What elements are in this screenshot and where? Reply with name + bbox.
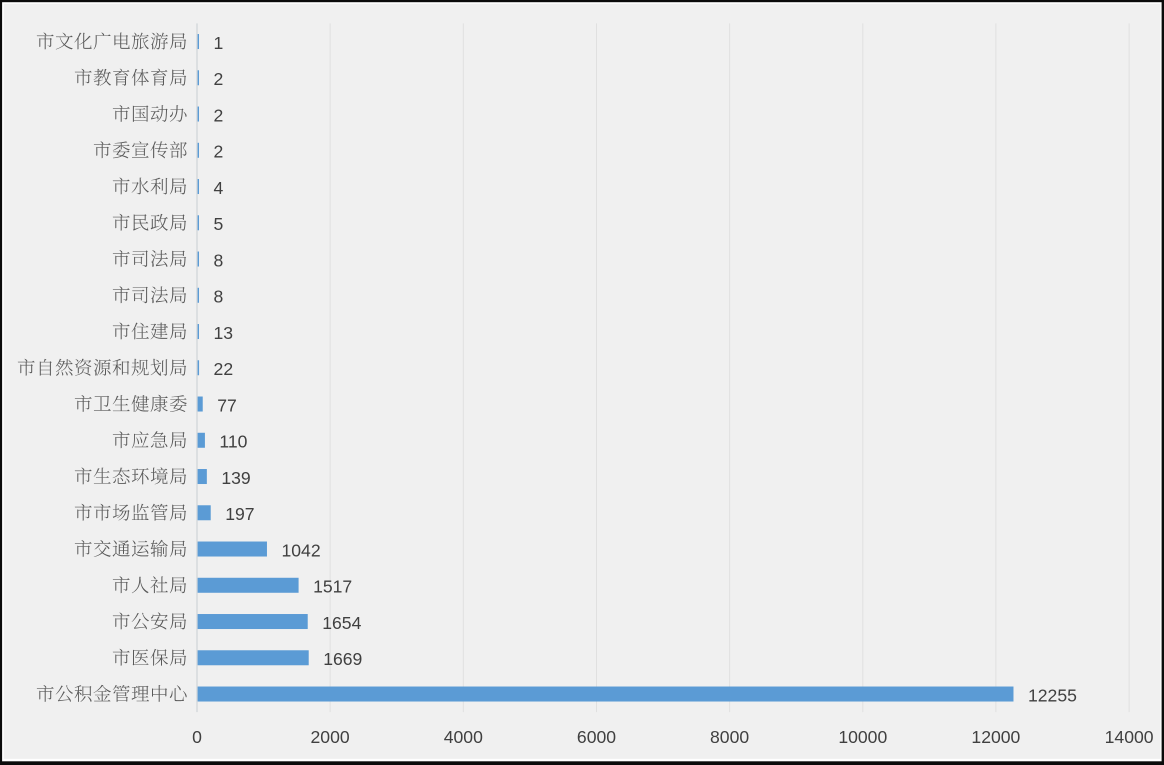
svg-text:2000: 2000: [311, 727, 350, 747]
svg-text:1654: 1654: [322, 613, 361, 633]
svg-text:12255: 12255: [1028, 685, 1077, 705]
svg-text:2: 2: [214, 105, 224, 125]
svg-text:6000: 6000: [577, 727, 616, 747]
svg-text:1517: 1517: [313, 577, 352, 597]
svg-text:77: 77: [217, 395, 237, 415]
svg-text:8: 8: [214, 287, 224, 307]
svg-text:2: 2: [214, 142, 224, 162]
svg-text:1: 1: [214, 33, 224, 53]
svg-text:197: 197: [225, 504, 254, 524]
svg-text:14000: 14000: [1105, 727, 1154, 747]
svg-text:8000: 8000: [710, 727, 749, 747]
svg-text:4: 4: [214, 178, 224, 198]
svg-text:4000: 4000: [444, 727, 483, 747]
svg-text:12000: 12000: [971, 727, 1020, 747]
svg-text:10000: 10000: [838, 727, 887, 747]
svg-text:0: 0: [192, 727, 202, 747]
svg-text:13: 13: [214, 323, 234, 343]
svg-text:1042: 1042: [281, 540, 320, 560]
svg-text:1669: 1669: [323, 649, 362, 669]
svg-text:8: 8: [214, 250, 224, 270]
svg-text:110: 110: [219, 432, 247, 452]
svg-text:22: 22: [214, 359, 234, 379]
svg-text:139: 139: [221, 468, 250, 488]
svg-text:5: 5: [214, 214, 224, 234]
svg-text:2: 2: [214, 69, 224, 89]
